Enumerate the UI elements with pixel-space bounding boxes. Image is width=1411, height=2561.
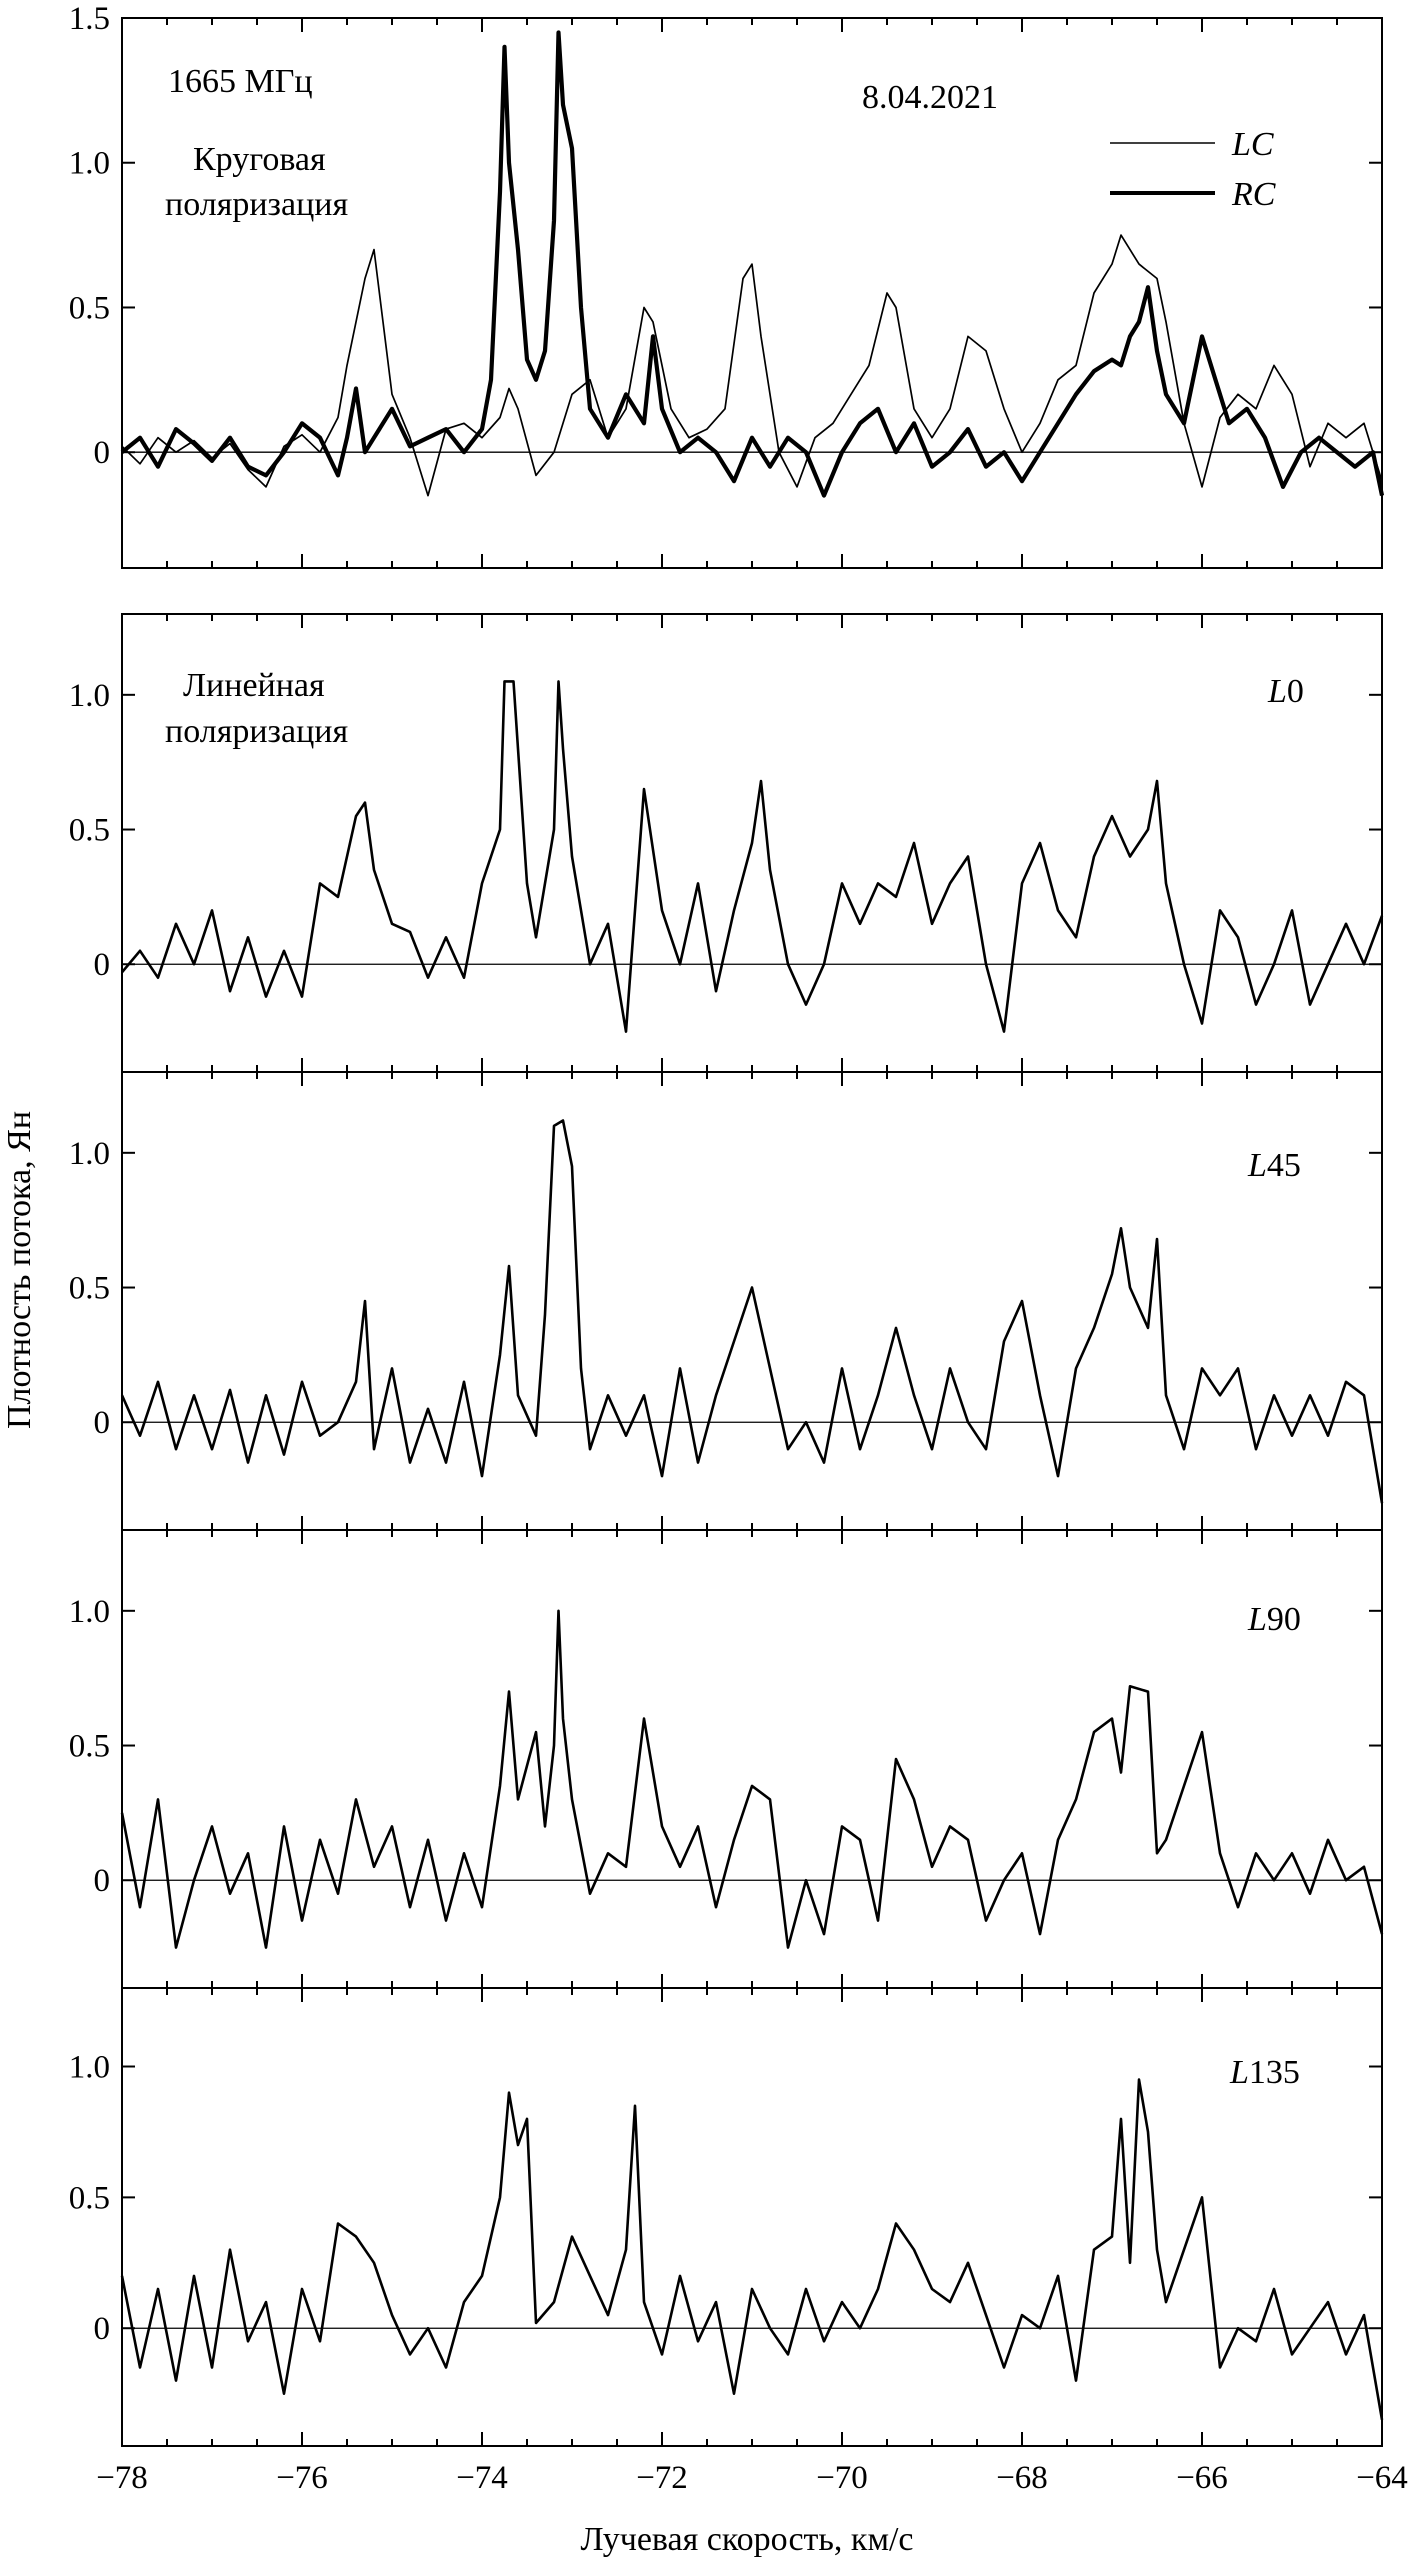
y-tick-label: 0 [94,1405,111,1441]
x-tick-label: −78 [96,2460,148,2496]
panel-tag-l90: L90 [1247,1601,1301,1638]
panel-l135-ticks: 0 0.5 1.0 [69,1988,1383,2446]
y-tick-label: 0 [94,947,111,983]
panel-tag-l90-italic: L [1247,1601,1267,1638]
y-tick-label: 0 [94,2311,111,2347]
panel-tag-l135-italic: L [1229,2054,1249,2091]
series-line-l90 [120,1609,1384,1949]
series-line-l45 [120,1119,1384,1504]
panel-l90-ticks: 0 0.5 1.0 [69,1530,1383,1988]
y-tick-label: 1.5 [69,1,110,37]
x-tick-labels: −78 −76 −74 −72 −70 −68 −66 −64 [96,2460,1408,2496]
annotation-linear-line1: Линейная [183,667,325,704]
x-tick-label: −72 [636,2460,688,2496]
panel-l45-frame [121,1071,1383,1531]
annotation-circular-line1: Круговая [193,141,326,178]
x-tick-label: −70 [816,2460,868,2496]
x-tick-label: −76 [276,2460,328,2496]
panel-l135-series [120,2078,1384,2421]
x-tick-label: −74 [456,2460,508,2496]
annotation-linear-line2: поляризация [165,713,348,750]
x-tick-label: −64 [1356,2460,1408,2496]
panel-l45-series [120,1119,1384,1504]
y-tick-label: 1.0 [69,1594,110,1630]
panel-l90: 0 0.5 1.0 L90 [69,1529,1384,1989]
panel-circular-series [120,30,1385,498]
panel-circular-frame [121,17,1383,569]
y-tick-label: 0.5 [69,813,110,849]
panel-tag-l90-number: 90 [1267,1601,1301,1638]
panel-tag-l0: L0 [1267,673,1304,710]
panel-tag-l45-italic: L [1247,1147,1267,1184]
panel-l0: 00.51.0 Линейная поляризация L0 [69,613,1384,1073]
y-tick-label: 1.0 [69,678,110,714]
y-tick-label: 0 [94,1863,111,1899]
y-tick-label: 1.0 [69,1136,110,1172]
panel-tag-l135-number: 135 [1249,2054,1300,2091]
annotation-date: 8.04.2021 [862,79,998,116]
panel-l0-series [121,680,1384,1033]
y-tick-label: 0.5 [69,290,110,326]
panel-circular-ticks: 0 0.5 1.0 1.5 [69,1,1383,568]
y-tick-label: 1.0 [69,2050,110,2086]
panel-tag-l0-number: 0 [1287,673,1304,710]
x-tick-label: −66 [1176,2460,1228,2496]
legend-rc-label: RC [1231,176,1276,213]
series-line-rc [120,30,1385,498]
panel-l45-ticks: 0 0.5 1.0 [69,1072,1383,1530]
legend-lc-label: LC [1231,126,1274,163]
series-line-l0 [121,680,1384,1033]
panel-tag-l0-italic: L [1267,673,1287,710]
panel-l45: 0 0.5 1.0 L45 [69,1071,1384,1531]
y-tick-label: 1.0 [69,146,110,182]
annotation-circular-line2: поляризация [165,186,348,223]
panel-tag-l45-number: 45 [1267,1147,1301,1184]
panel-tag-l45: L45 [1247,1147,1301,1184]
y-tick-label: 0 [94,435,111,471]
y-tick-label: 0.5 [69,2180,110,2216]
panel-l0-ticks: 0 0.5 1.0 [69,614,1383,1072]
legend: LC RC [1110,126,1276,213]
x-tick-label: −68 [996,2460,1048,2496]
annotation-frequency: 1665 МГц [168,63,313,100]
panel-l135-frame [121,1987,1383,2447]
panel-l135: 0 0.5 1.0 L135 [69,1987,1384,2447]
y-tick-label: 0.5 [69,1729,110,1765]
panel-tag-l135: L135 [1229,2054,1300,2091]
y-axis-label: Плотность потока, Ян [1,1111,38,1429]
x-axis-label: Лучевая скорость, км/с [581,2521,914,2558]
panel-circular: 0 0.5 1.0 1.5 1665 МГц Круговая поляризация… [69,1,1385,569]
series-line-l135 [120,2078,1384,2421]
y-tick-label: 0.5 [69,1271,110,1307]
panel-l90-series [120,1609,1384,1949]
series-line-lc [121,234,1383,497]
